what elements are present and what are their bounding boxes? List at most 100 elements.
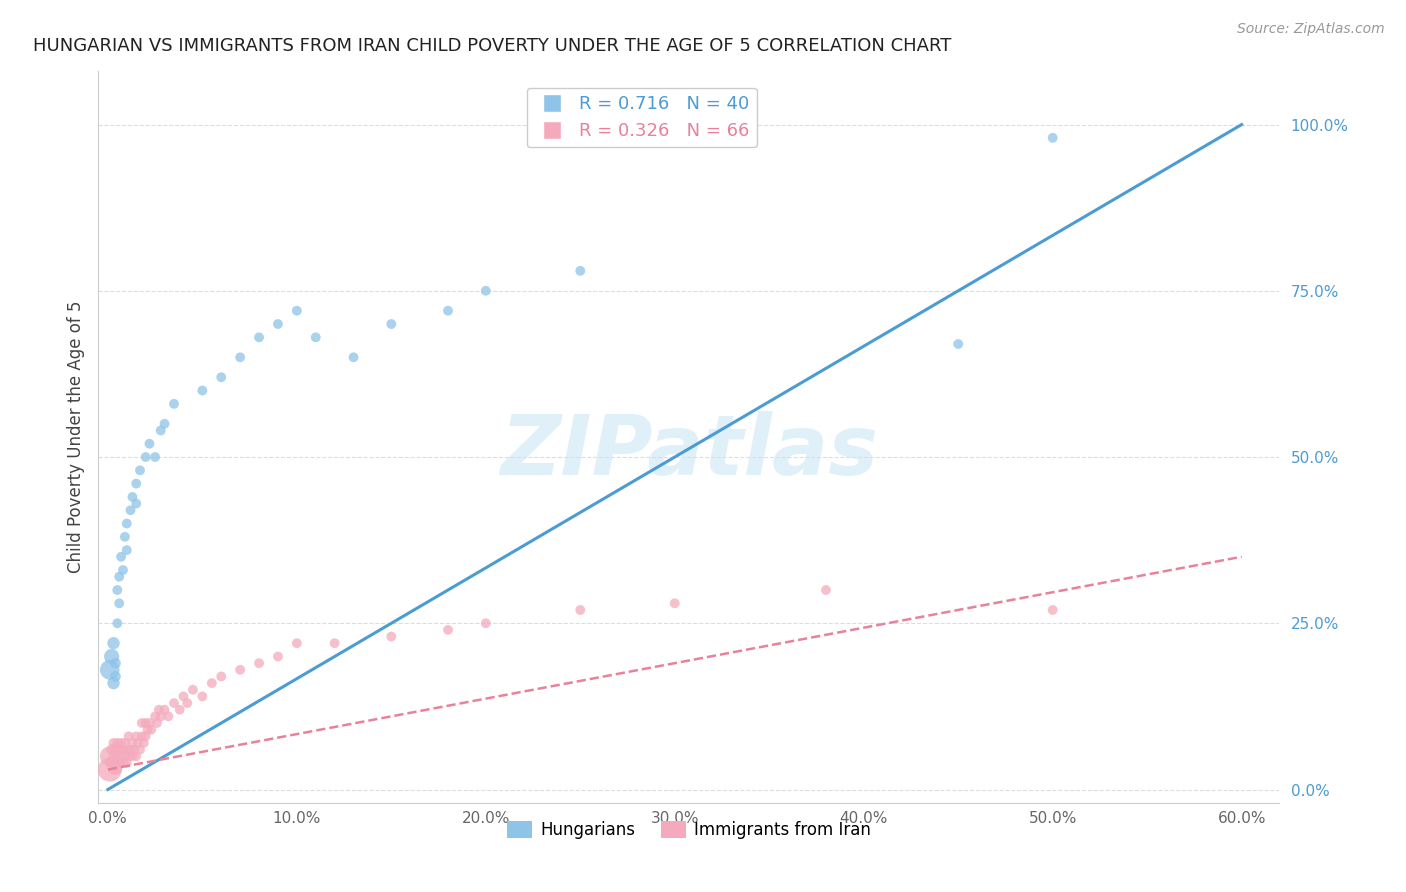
Point	[103, 636, 125, 650]
Point	[136, 723, 159, 737]
Point	[1042, 603, 1064, 617]
Point	[143, 709, 166, 723]
Point	[948, 337, 970, 351]
Point	[100, 649, 122, 664]
Point	[138, 436, 160, 450]
Point	[141, 723, 163, 737]
Point	[201, 676, 224, 690]
Legend: Hungarians, Immigrants from Iran: Hungarians, Immigrants from Iran	[501, 814, 877, 846]
Point	[105, 616, 128, 631]
Text: Source: ZipAtlas.com: Source: ZipAtlas.com	[1237, 22, 1385, 37]
Point	[176, 696, 198, 710]
Point	[135, 716, 157, 731]
Point	[437, 303, 460, 318]
Point	[114, 749, 136, 764]
Point	[380, 630, 402, 644]
Point	[125, 497, 148, 511]
Point	[664, 596, 686, 610]
Point	[120, 503, 142, 517]
Point	[111, 756, 134, 770]
Point	[104, 669, 127, 683]
Point	[146, 716, 169, 731]
Point	[98, 663, 121, 677]
Point	[121, 749, 143, 764]
Point	[149, 424, 172, 438]
Point	[247, 330, 270, 344]
Point	[108, 596, 131, 610]
Point	[121, 490, 143, 504]
Point	[110, 736, 132, 750]
Point	[814, 582, 837, 597]
Point	[131, 729, 153, 743]
Point	[98, 763, 121, 777]
Point	[569, 264, 592, 278]
Point	[132, 736, 155, 750]
Point	[103, 763, 125, 777]
Point	[247, 656, 270, 670]
Point	[148, 703, 170, 717]
Y-axis label: Child Poverty Under the Age of 5: Child Poverty Under the Age of 5	[66, 301, 84, 574]
Point	[105, 763, 128, 777]
Point	[108, 756, 131, 770]
Point	[191, 384, 214, 398]
Point	[110, 749, 132, 764]
Point	[209, 370, 232, 384]
Point	[110, 549, 132, 564]
Point	[191, 690, 214, 704]
Point	[98, 749, 121, 764]
Point	[1042, 131, 1064, 145]
Point	[108, 742, 131, 756]
Text: HUNGARIAN VS IMMIGRANTS FROM IRAN CHILD POVERTY UNDER THE AGE OF 5 CORRELATION C: HUNGARIAN VS IMMIGRANTS FROM IRAN CHILD …	[34, 37, 952, 54]
Point	[163, 397, 186, 411]
Point	[181, 682, 204, 697]
Point	[285, 303, 308, 318]
Point	[105, 736, 128, 750]
Point	[114, 530, 136, 544]
Point	[118, 749, 141, 764]
Point	[323, 636, 346, 650]
Point	[157, 709, 180, 723]
Point	[135, 729, 157, 743]
Point	[267, 649, 290, 664]
Point	[103, 676, 125, 690]
Point	[114, 736, 136, 750]
Point	[229, 663, 252, 677]
Point	[153, 417, 176, 431]
Point	[115, 756, 138, 770]
Point	[305, 330, 328, 344]
Point	[475, 284, 498, 298]
Point	[105, 582, 128, 597]
Point	[111, 563, 134, 577]
Point	[229, 351, 252, 365]
Point	[125, 729, 148, 743]
Point	[143, 450, 166, 464]
Point	[124, 742, 146, 756]
Point	[111, 742, 134, 756]
Point	[104, 756, 127, 770]
Point	[135, 450, 157, 464]
Point	[149, 709, 172, 723]
Point	[267, 317, 290, 331]
Point	[108, 570, 131, 584]
Point	[285, 636, 308, 650]
Point	[380, 317, 402, 331]
Point	[131, 716, 153, 731]
Point	[103, 749, 125, 764]
Point	[169, 703, 191, 717]
Point	[103, 736, 125, 750]
Point	[129, 742, 152, 756]
Point	[100, 742, 122, 756]
Point	[118, 729, 141, 743]
Text: ZIPatlas: ZIPatlas	[501, 411, 877, 492]
Point	[129, 463, 152, 477]
Point	[104, 742, 127, 756]
Point	[125, 476, 148, 491]
Point	[437, 623, 460, 637]
Point	[120, 742, 142, 756]
Point	[121, 736, 143, 750]
Point	[127, 736, 149, 750]
Point	[153, 703, 176, 717]
Point	[115, 742, 138, 756]
Point	[172, 690, 194, 704]
Point	[115, 516, 138, 531]
